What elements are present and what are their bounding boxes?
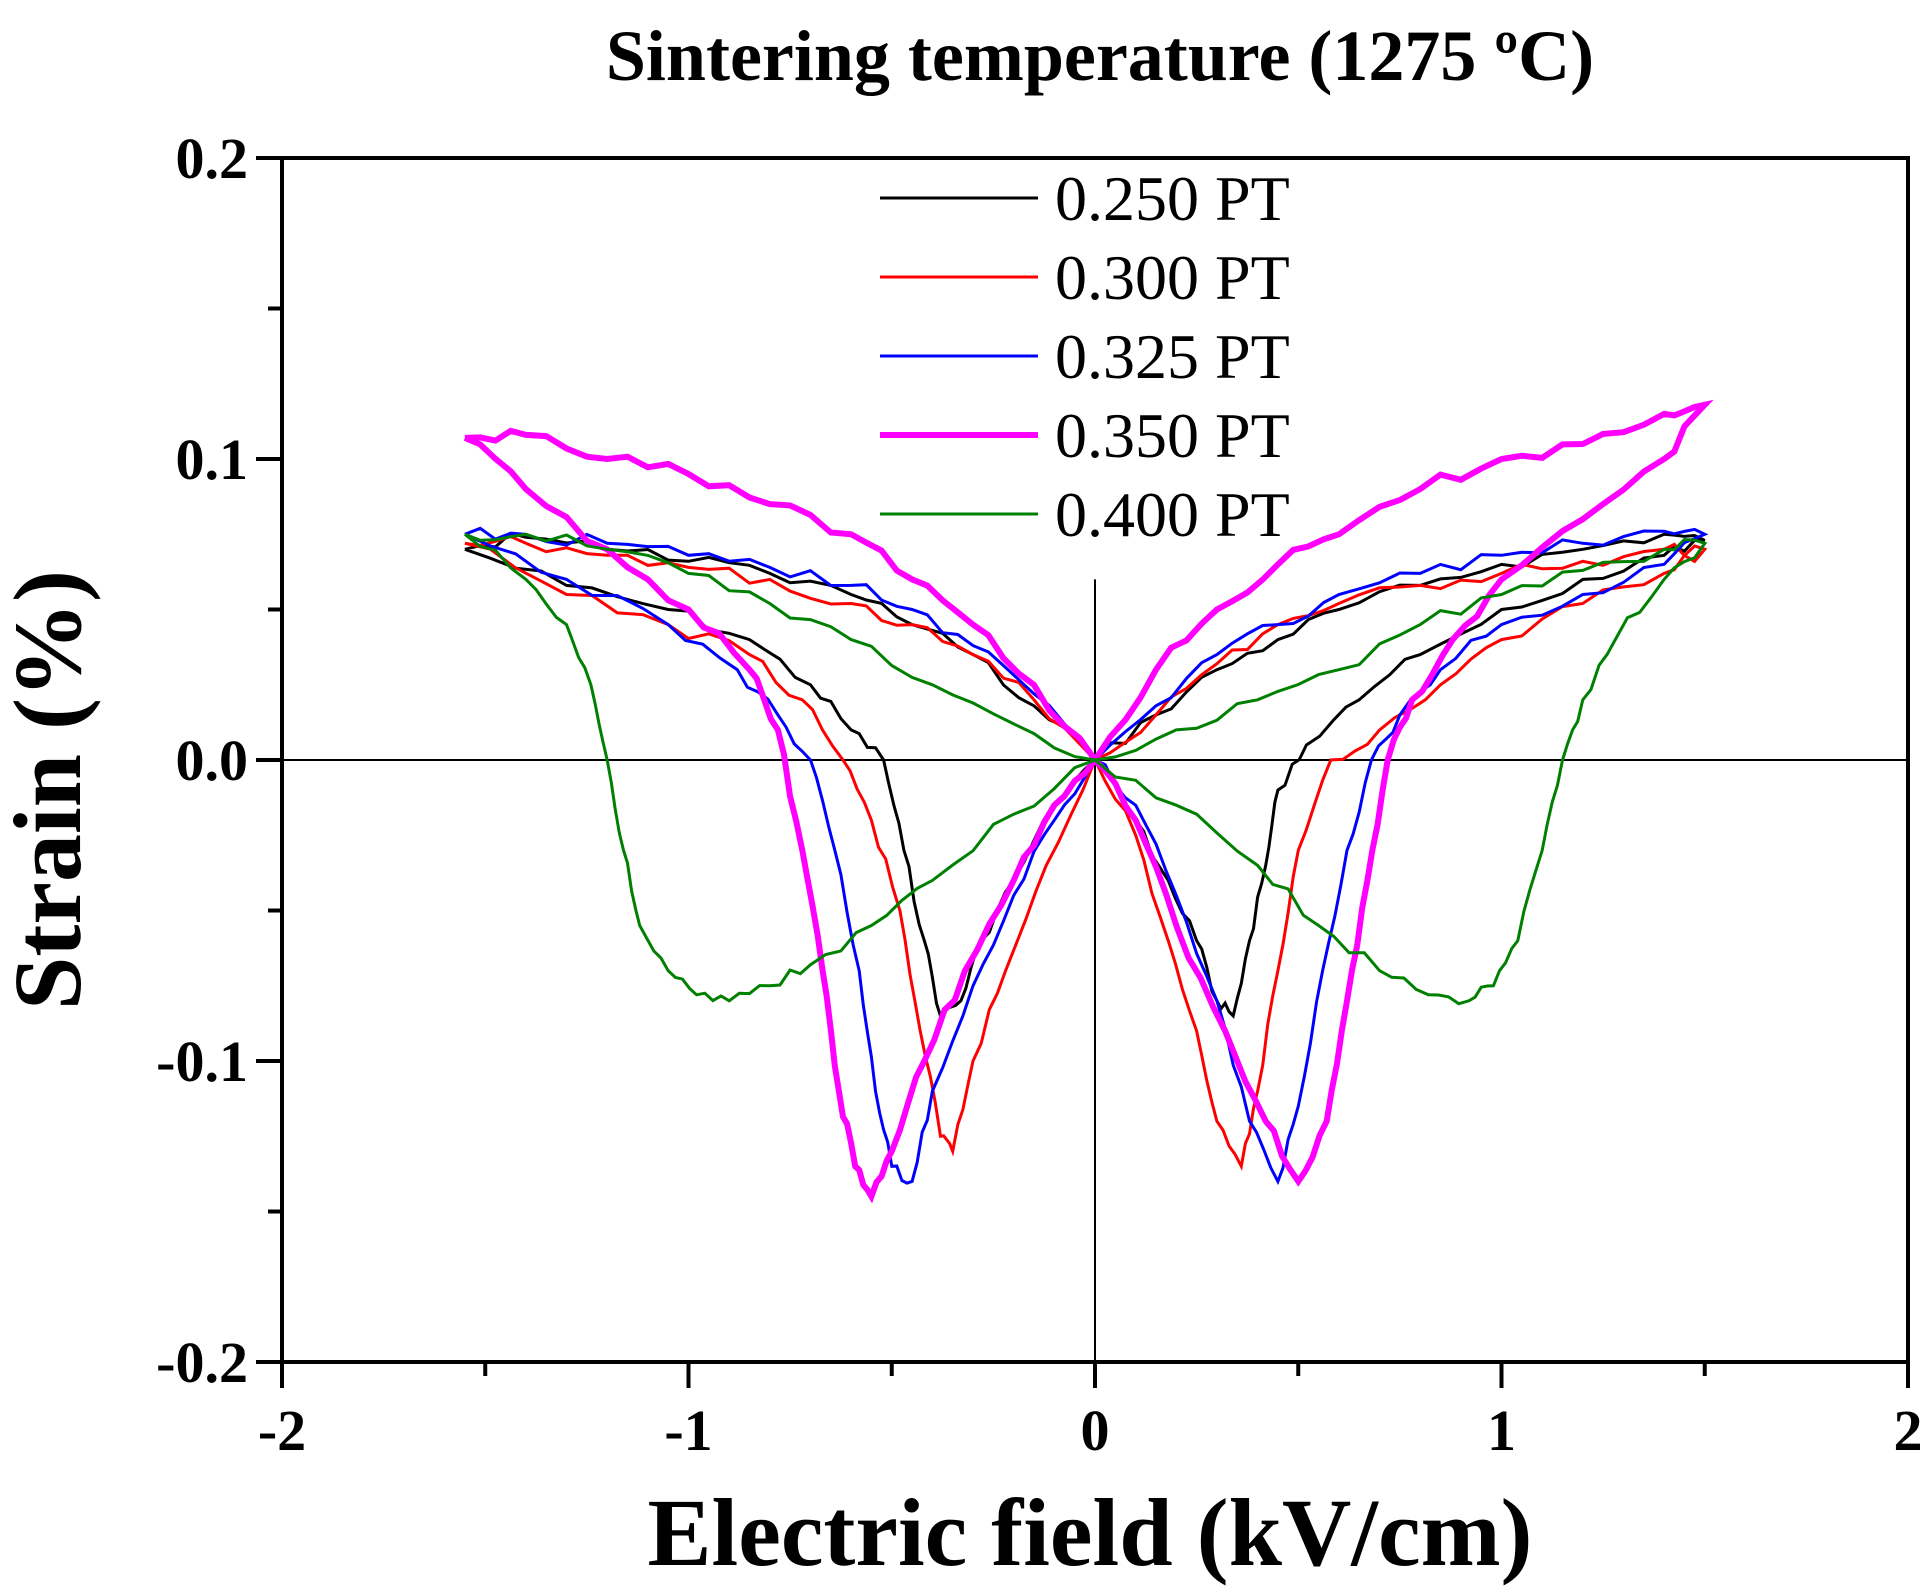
y-axis-ticks: -0.2 -0.1 0.0 0.1 0.2 — [156, 126, 282, 1395]
legend-label: 0.350 PT — [1055, 400, 1290, 471]
y-tick-label: 0.1 — [176, 427, 249, 492]
chart-title: Sintering temperature (1275 ºC) — [606, 16, 1594, 96]
legend-label: 0.300 PT — [1055, 242, 1290, 313]
legend-label: 0.325 PT — [1055, 321, 1290, 392]
series-line-0-325-pt — [464, 526, 1709, 1186]
y-tick-label: -0.1 — [156, 1029, 248, 1094]
y-tick-label: -0.2 — [156, 1330, 248, 1395]
legend: 0.250 PT 0.300 PT 0.325 PT 0.350 PT 0.400 PT — [880, 163, 1290, 550]
x-axis-title: Electric field (kV/cm) — [648, 1479, 1533, 1586]
x-tick-label: 2 — [1894, 1398, 1923, 1463]
series-line-0-350-pt — [463, 399, 1714, 1204]
y-axis-title: Strain (%) — [0, 570, 101, 1010]
x-tick-label: -2 — [258, 1398, 306, 1463]
series-layer — [463, 399, 1714, 1204]
x-axis-ticks: -2 -1 0 1 2 — [258, 1362, 1923, 1463]
series-line-0-300-pt — [464, 534, 1708, 1171]
x-tick-label: 0 — [1081, 1398, 1110, 1463]
x-tick-label: -1 — [664, 1398, 712, 1463]
series-line-0-250-pt — [464, 531, 1706, 1020]
legend-label: 0.400 PT — [1055, 479, 1290, 550]
y-tick-label: 0.2 — [176, 126, 249, 191]
y-tick-label: 0.0 — [176, 728, 249, 793]
zero-reference-lines — [282, 579, 1908, 1362]
series-line-0-400-pt — [463, 532, 1708, 1006]
legend-label: 0.250 PT — [1055, 163, 1290, 234]
x-tick-label: 1 — [1487, 1398, 1516, 1463]
